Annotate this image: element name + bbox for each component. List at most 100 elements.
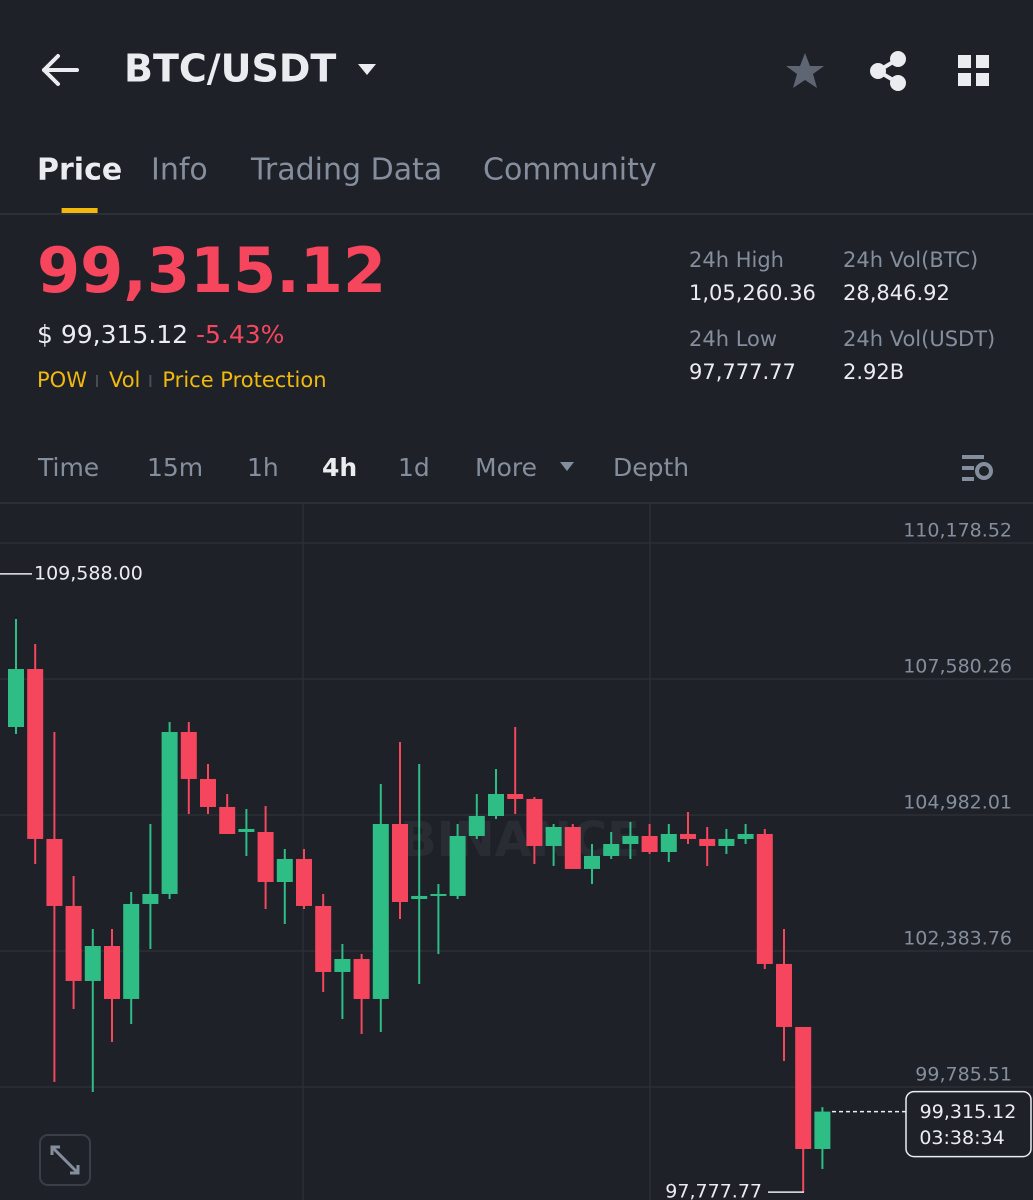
- tag[interactable]: Vol: [109, 368, 140, 392]
- candle-body: [430, 893, 447, 896]
- interval[interactable]: 1h: [247, 453, 279, 482]
- interval[interactable]: Depth: [613, 453, 689, 482]
- candle-body: [84, 946, 101, 981]
- candle-body: [699, 838, 716, 846]
- intervals: Time 15m 1h 4h 1d More Depth: [37, 453, 689, 482]
- stat-value: 1,05,260.36: [689, 281, 816, 305]
- candle-body: [756, 833, 773, 964]
- candle-body: [603, 843, 620, 856]
- stat-label: 24h Vol(USDT): [843, 327, 995, 351]
- share-button[interactable]: [870, 51, 906, 91]
- fullscreen-button[interactable]: [39, 1134, 91, 1186]
- tag[interactable]: Price Protection: [162, 368, 326, 392]
- back-arrow-head: [42, 54, 60, 86]
- countdown: 03:38:34: [919, 1127, 1004, 1149]
- candle-body: [123, 903, 140, 999]
- candle-body: [488, 794, 504, 816]
- candle-body: [276, 858, 293, 882]
- candle-body: [622, 835, 639, 844]
- grid-square: [958, 73, 971, 86]
- stat-label: 24h Low: [689, 327, 777, 351]
- candle-body: [526, 798, 543, 846]
- candle-body: [200, 778, 216, 807]
- settings-bar: [962, 455, 984, 459]
- candle-body: [296, 858, 312, 906]
- y-tick-label: 99,785.51: [915, 1063, 1012, 1085]
- candle-body: [584, 855, 600, 869]
- share-dot: [870, 63, 886, 79]
- min-marker-label: 97,777.77: [665, 1181, 762, 1200]
- candle-body: [219, 806, 236, 834]
- settings-bar: [962, 466, 974, 470]
- tag[interactable]: POW: [37, 368, 87, 392]
- tag-separator: [149, 375, 152, 387]
- candle-body: [641, 835, 658, 852]
- usd-price: $ 99,315.12: [37, 320, 188, 349]
- back-button[interactable]: [42, 54, 79, 86]
- tag-separator: [95, 375, 98, 387]
- candle-body: [238, 828, 255, 833]
- interval[interactable]: 1d: [398, 453, 430, 482]
- share-dot: [890, 75, 906, 91]
- settings-bar: [962, 477, 974, 481]
- candle-body: [468, 815, 485, 836]
- interval[interactable]: 15m: [147, 453, 203, 482]
- candle-body: [392, 823, 408, 902]
- candle-body: [8, 669, 24, 728]
- candle-body: [545, 826, 562, 846]
- stat-value: 2.92B: [843, 360, 904, 384]
- tab[interactable]: Trading Data: [250, 153, 442, 188]
- candle-body: [315, 905, 332, 972]
- stat-label: 24h High: [689, 248, 784, 272]
- fullscreen-corner: [70, 1165, 80, 1175]
- pair-title[interactable]: BTC/USDT: [124, 47, 336, 91]
- candle-body: [104, 946, 120, 999]
- tabs: Price Info Trading Data Community: [37, 153, 657, 213]
- interval[interactable]: 4h: [322, 453, 357, 482]
- candle-body: [507, 794, 524, 799]
- interval[interactable]: More: [475, 453, 537, 482]
- candle-body: [372, 823, 389, 999]
- y-tick-label: 102,383.76: [903, 927, 1012, 949]
- candle-body: [449, 835, 466, 896]
- candle-body: [660, 833, 677, 852]
- candle-body: [46, 838, 63, 906]
- tags: POW Vol Price Protection: [37, 368, 327, 392]
- candle-body: [718, 838, 735, 846]
- share-dot: [890, 51, 906, 67]
- candle-body: [334, 958, 351, 972]
- candle-body: [737, 833, 754, 839]
- chart-settings[interactable]: [962, 455, 993, 481]
- favorite-star[interactable]: [786, 53, 824, 88]
- candle-body: [27, 669, 44, 839]
- tab[interactable]: Info: [151, 153, 208, 188]
- settings-gear: [975, 462, 993, 480]
- grid-square: [976, 73, 989, 86]
- y-tick-label: 104,982.01: [903, 791, 1012, 813]
- stats: 24h High 1,05,260.36 24h Vol(BTC) 28,846.92…: [689, 248, 995, 384]
- stat-label: 24h Vol(BTC): [843, 248, 978, 272]
- fullscreen-corner: [50, 1145, 60, 1155]
- interval-dropdown[interactable]: [559, 462, 574, 471]
- candle-body: [65, 905, 82, 981]
- pair-dropdown[interactable]: [358, 64, 376, 75]
- candle-body: [814, 1111, 831, 1149]
- max-marker-label: 109,588.00: [34, 562, 143, 584]
- interval[interactable]: Time: [37, 453, 99, 482]
- tab[interactable]: Community: [483, 153, 657, 188]
- candle-body: [564, 826, 581, 869]
- active-tab-indicator: [61, 208, 98, 213]
- y-tick-label: 110,178.52: [903, 519, 1012, 541]
- tab[interactable]: Price: [37, 153, 122, 188]
- y-tick-label: 107,580.26: [903, 655, 1012, 677]
- price-change: -5.43%: [196, 320, 284, 349]
- watermark: BINANCE: [400, 812, 640, 868]
- grid-menu[interactable]: [958, 55, 989, 86]
- stat-value: 28,846.92: [843, 281, 950, 305]
- candle-body: [795, 1026, 812, 1149]
- candle-body: [680, 833, 696, 839]
- candle-body: [257, 832, 274, 882]
